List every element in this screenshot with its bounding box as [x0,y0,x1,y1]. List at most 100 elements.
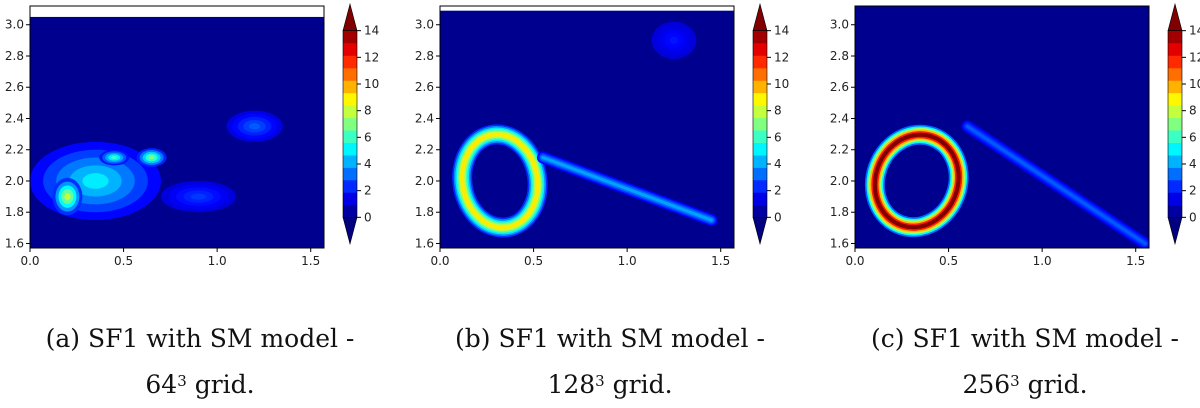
y-tick-label: 2.4 [415,111,434,125]
colorbar-level [753,68,767,81]
y-tick-label: 3.0 [830,18,849,32]
x-tick-label: 1.5 [711,254,730,268]
colorbar-tick-label: 2 [364,184,372,198]
axes-frame [439,5,735,249]
colorbar-level [1168,105,1182,119]
y-tick-label: 2.2 [415,143,434,157]
colorbar-tick-label: 6 [774,130,782,144]
caption-b-exp: 3 [595,372,605,390]
field-ring [872,132,961,230]
colorbar-level [753,180,767,193]
chart-a: 0.0 0.5 1.0 1.5 1.6 1.8 2.0 2.2 2.4 2.6 2.8 3.0 0 2 4 6… [5,2,379,268]
colorbar-level [753,167,767,181]
colorbar-tick-label: 8 [1189,104,1197,118]
colorbar-level [343,68,357,81]
colorbar-tick-label: 8 [774,104,782,118]
colorbar-tick-label: 2 [1189,184,1197,198]
field-blob [148,155,155,160]
colorbar-level [753,155,767,168]
colorbar-level [753,55,767,69]
caption-c-base: 256 [962,370,1011,399]
colorbar-level [343,30,357,44]
field-streak [965,124,1147,245]
colorbar-extend-bottom [752,217,768,246]
x-tick-label: 0.5 [524,254,543,268]
panel-b: 0.0 0.5 1.0 1.5 1.6 1.8 2.0 2.2 2.4 2.6 2.8 3.0 0 2 4 6… [410,0,810,408]
y-tick-label: 2.0 [415,174,434,188]
colorbar-level [753,30,767,44]
field-features [30,110,283,221]
field-blob [190,193,206,200]
field-blob [248,123,261,130]
colorbar-tick-label: 14 [364,24,379,38]
caption-b-line2: 1283 grid. [410,362,810,408]
y-tick-label: 2.4 [830,111,849,125]
field-blob [111,155,118,160]
colorbar-level [343,130,357,143]
colorbar-tick-label: 10 [774,77,789,91]
colorbar-level [1168,117,1182,131]
field-ring [460,132,540,230]
y-tick-label: 2.2 [830,143,849,157]
colorbar-tick-label: 4 [774,157,782,171]
colorbar-level [343,92,357,106]
panel-a: 0.0 0.5 1.0 1.5 1.6 1.8 2.0 2.2 2.4 2.6 2.8 3.0 0 2 4 6… [0,0,400,408]
colorbar-level [753,130,767,143]
x-tick-label: 1.5 [301,254,320,268]
colorbar-level [343,192,357,206]
colorbar-level [343,80,357,94]
caption-a-line2: 643 grid. [0,362,400,408]
y-tick-label: 1.8 [5,205,24,219]
y-tick-label: 2.6 [415,80,434,94]
y-tick-label: 1.6 [5,236,24,250]
colorbar-extend-top [342,2,358,31]
colorbar-level [1168,204,1182,218]
colorbar-tick-label: 10 [1189,77,1200,91]
x-tick-label: 1.0 [208,254,227,268]
caption-c-rest: grid. [1019,370,1088,399]
colorbar-frame [342,30,358,218]
y-tick-label: 2.6 [830,80,849,94]
y-tick-label: 1.8 [830,205,849,219]
caption-b-line1: (b) SF1 with SM model - [455,324,765,353]
x-tick-label: 0.5 [114,254,133,268]
field-blob [82,173,109,189]
colorbar-level [1168,80,1182,94]
y-tick-label: 2.2 [5,143,24,157]
y-tick-label: 2.8 [415,49,434,63]
caption-c-line1: (c) SF1 with SM model - [871,324,1179,353]
colorbar-tick-label: 0 [364,210,372,224]
colorbar-level [753,105,767,119]
colorbar-level [1168,155,1182,168]
colorbar-level [343,142,357,156]
y-tick-label: 1.6 [415,236,434,250]
colorbar-level [753,142,767,156]
colorbar-level [343,155,357,168]
x-tick-label: 1.0 [618,254,637,268]
caption-a-rest: grid. [186,370,255,399]
colorbar-extend-top [1167,2,1183,31]
colorbar-level [343,117,357,131]
x-tick-label: 1.0 [1033,254,1052,268]
x-tick-label: 0.0 [430,254,449,268]
colorbar-extend-top [752,2,768,31]
x-tick-label: 1.5 [1126,254,1145,268]
chart-b: 0.0 0.5 1.0 1.5 1.6 1.8 2.0 2.2 2.4 2.6 2.8 3.0 0 2 4 6… [415,2,789,268]
field-streak [541,156,713,222]
colorbar-tick-label: 10 [364,77,379,91]
field-features [452,21,718,238]
caption-c-line2: 2563 grid. [825,362,1200,408]
colorbar-level [1168,192,1182,206]
field-features [864,120,1149,248]
colorbar-tick-label: 14 [774,24,789,38]
colorbar-extend-bottom [1167,217,1183,246]
y-tick-label: 2.0 [830,174,849,188]
colorbar-level [753,92,767,106]
chart-c: 0.0 0.5 1.0 1.5 1.6 1.8 2.0 2.2 2.4 2.6 2.8 3.0 0 2 4 6… [830,2,1200,268]
axes-frame [29,5,325,249]
colorbar-level [343,167,357,181]
colorbar-level [343,105,357,119]
colorbar-level [753,43,767,56]
colorbar-level [1168,130,1182,143]
caption-a-base: 64 [145,370,178,399]
